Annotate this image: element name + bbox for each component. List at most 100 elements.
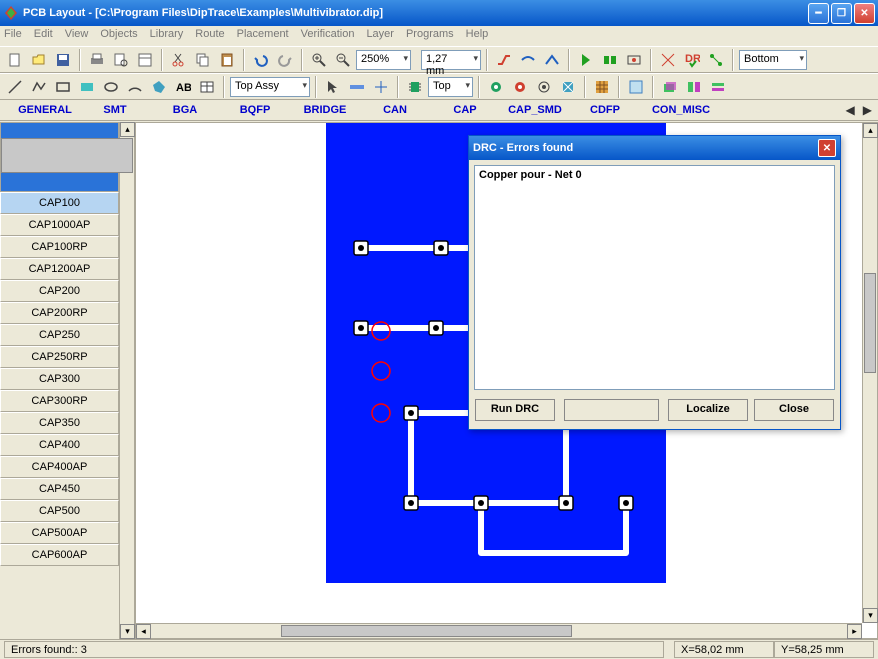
menu-edit[interactable]: Edit <box>34 28 53 44</box>
measure-icon[interactable] <box>346 76 368 98</box>
assy-combo[interactable]: Top Assy <box>230 77 310 97</box>
layer-setup-icon[interactable] <box>707 76 729 98</box>
pad-icon[interactable] <box>485 76 507 98</box>
rect-fill-icon[interactable] <box>76 76 98 98</box>
layer-display-icon[interactable] <box>683 76 705 98</box>
side-combo[interactable]: Top <box>428 77 473 97</box>
route-edit-icon[interactable] <box>517 49 539 71</box>
drc-icon[interactable]: DRC <box>681 49 703 71</box>
polygon-icon[interactable] <box>148 76 170 98</box>
copy-icon[interactable] <box>192 49 214 71</box>
scroll-down-icon[interactable]: ▾ <box>863 608 878 623</box>
ratsnest-icon[interactable] <box>657 49 679 71</box>
via-icon[interactable] <box>509 76 531 98</box>
layers-icon[interactable] <box>659 76 681 98</box>
list-item[interactable]: CAP450 <box>0 478 119 500</box>
line-icon[interactable] <box>4 76 26 98</box>
list-item[interactable]: CAP1200AP <box>0 258 119 280</box>
menu-programs[interactable]: Programs <box>406 28 454 44</box>
close-button[interactable]: ✕ <box>854 3 875 24</box>
tab-smt[interactable]: SMT <box>80 104 150 116</box>
list-item[interactable]: CAP250RP <box>0 346 119 368</box>
list-item[interactable]: CAP100RP <box>0 236 119 258</box>
list-item[interactable]: CAP350 <box>0 412 119 434</box>
layer-combo[interactable]: Bottom <box>739 50 807 70</box>
close-button[interactable]: Close <box>754 399 834 421</box>
tab-scroll-right-icon[interactable]: ▶ <box>863 103 872 117</box>
menu-library[interactable]: Library <box>150 28 184 44</box>
list-item[interactable]: CAP400 <box>0 434 119 456</box>
tab-bridge[interactable]: BRIDGE <box>290 104 360 116</box>
drc-close-button[interactable]: ✕ <box>818 139 836 157</box>
open-icon[interactable] <box>28 49 50 71</box>
list-item[interactable]: CAP100 <box>0 192 119 214</box>
grid-icon[interactable] <box>591 76 613 98</box>
autoplacement-icon[interactable] <box>599 49 621 71</box>
menu-help[interactable]: Help <box>466 28 489 44</box>
tab-scroll-left-icon[interactable]: ◀ <box>846 103 855 117</box>
scroll-left-icon[interactable]: ◂ <box>136 624 151 639</box>
canvas-scrollbar-vertical[interactable]: ▴ ▾ <box>862 123 877 623</box>
scroll-up-icon[interactable]: ▴ <box>120 122 135 137</box>
list-item[interactable]: CAP250 <box>0 324 119 346</box>
origin-icon[interactable] <box>370 76 392 98</box>
scroll-right-icon[interactable]: ▸ <box>847 624 862 639</box>
menu-layer[interactable]: Layer <box>366 28 394 44</box>
scroll-down-icon[interactable]: ▾ <box>120 624 135 639</box>
menu-objects[interactable]: Objects <box>100 28 137 44</box>
list-item[interactable]: CAP300 <box>0 368 119 390</box>
component-icon[interactable] <box>404 76 426 98</box>
rect-icon[interactable] <box>52 76 74 98</box>
minimize-button[interactable]: ━ <box>808 3 829 24</box>
redo-icon[interactable] <box>274 49 296 71</box>
cut-icon[interactable] <box>168 49 190 71</box>
arc-icon[interactable] <box>124 76 146 98</box>
drc-error-item[interactable]: Copper pour - Net 0 <box>477 168 832 182</box>
menu-file[interactable]: File <box>4 28 22 44</box>
route-setup-icon[interactable] <box>541 49 563 71</box>
drc-titlebar[interactable]: DRC - Errors found ✕ <box>469 136 840 160</box>
tab-bga[interactable]: BGA <box>150 104 220 116</box>
tab-cap-smd[interactable]: CAP_SMD <box>500 104 570 116</box>
tab-cdfp[interactable]: CDFP <box>570 104 640 116</box>
drc-error-list[interactable]: Copper pour - Net 0 <box>474 165 835 390</box>
scroll-up-icon[interactable]: ▴ <box>863 123 878 138</box>
design-manager-icon[interactable] <box>625 76 647 98</box>
list-item[interactable]: CAP300RP <box>0 390 119 412</box>
route-manual-icon[interactable] <box>493 49 515 71</box>
zoom-in-icon[interactable] <box>308 49 330 71</box>
ellipse-icon[interactable] <box>100 76 122 98</box>
list-item[interactable]: CAP400AP <box>0 456 119 478</box>
print-icon[interactable] <box>86 49 108 71</box>
net-check-icon[interactable] <box>705 49 727 71</box>
canvas-scrollbar-horizontal[interactable]: ◂ ▸ <box>136 623 862 638</box>
zoom-combo[interactable]: 250% <box>356 50 411 70</box>
menu-view[interactable]: View <box>65 28 89 44</box>
tab-general[interactable]: GENERAL <box>10 104 80 116</box>
select-icon[interactable] <box>322 76 344 98</box>
tab-can[interactable]: CAN <box>360 104 430 116</box>
list-item[interactable]: CAP600AP <box>0 544 119 566</box>
run-drc-button[interactable]: Run DRC <box>475 399 555 421</box>
new-icon[interactable] <box>4 49 26 71</box>
menu-placement[interactable]: Placement <box>237 28 289 44</box>
list-item[interactable]: CAP200 <box>0 280 119 302</box>
save-icon[interactable] <box>52 49 74 71</box>
tab-bqfp[interactable]: BQFP <box>220 104 290 116</box>
list-item[interactable]: CAP500 <box>0 500 119 522</box>
sidebar-scrollbar[interactable]: ▴ ▾ <box>119 122 134 639</box>
table-icon[interactable] <box>196 76 218 98</box>
mounting-hole-icon[interactable] <box>533 76 555 98</box>
list-item[interactable]: CAP1000AP <box>0 214 119 236</box>
maximize-button[interactable]: ❐ <box>831 3 852 24</box>
copper-pour-icon[interactable] <box>557 76 579 98</box>
list-item[interactable]: CAP500AP <box>0 522 119 544</box>
titles-icon[interactable] <box>134 49 156 71</box>
localize-button[interactable]: Localize <box>668 399 748 421</box>
text-icon[interactable]: ABC <box>172 76 194 98</box>
undo-icon[interactable] <box>250 49 272 71</box>
grid-combo[interactable]: 1,27 mm <box>421 50 481 70</box>
tab-cap[interactable]: CAP <box>430 104 500 116</box>
preview-icon[interactable] <box>110 49 132 71</box>
list-item[interactable]: CAP200RP <box>0 302 119 324</box>
